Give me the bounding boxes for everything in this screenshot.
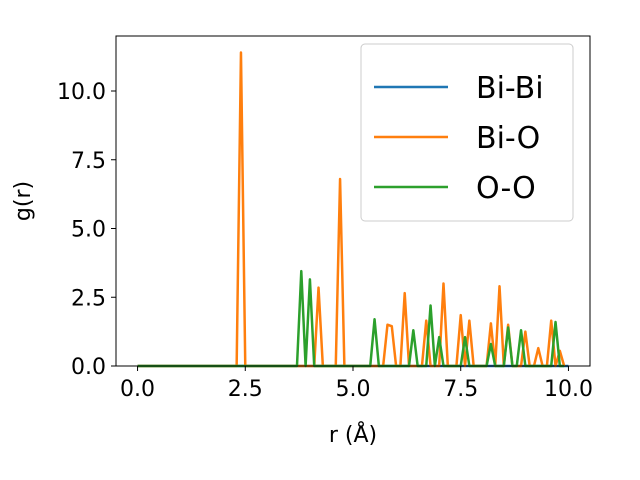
y-tick-label: 0.0 (71, 355, 106, 380)
y-axis-ticks: 0.0 2.5 5.0 7.5 10.0 (57, 80, 116, 380)
legend-label-bi-o: Bi-O (476, 121, 540, 156)
legend-label-o-o: O-O (476, 171, 536, 206)
x-axis-label: r (Å) (329, 421, 377, 448)
x-tick-label: 7.5 (443, 377, 478, 402)
y-tick-label: 7.5 (71, 149, 106, 174)
y-tick-label: 2.5 (71, 286, 106, 311)
legend-label-bi-bi: Bi-Bi (476, 71, 544, 106)
y-tick-label: 10.0 (57, 80, 106, 105)
x-axis-ticks: 0.0 2.5 5.0 7.5 10.0 (120, 366, 593, 402)
x-tick-label: 2.5 (228, 377, 263, 402)
x-tick-label: 5.0 (336, 377, 371, 402)
x-tick-label: 0.0 (120, 377, 155, 402)
y-axis-label: g(r) (11, 181, 36, 221)
x-tick-label: 10.0 (544, 377, 593, 402)
y-tick-label: 5.0 (71, 218, 106, 243)
legend: Bi-Bi Bi-O O-O (360, 43, 574, 222)
